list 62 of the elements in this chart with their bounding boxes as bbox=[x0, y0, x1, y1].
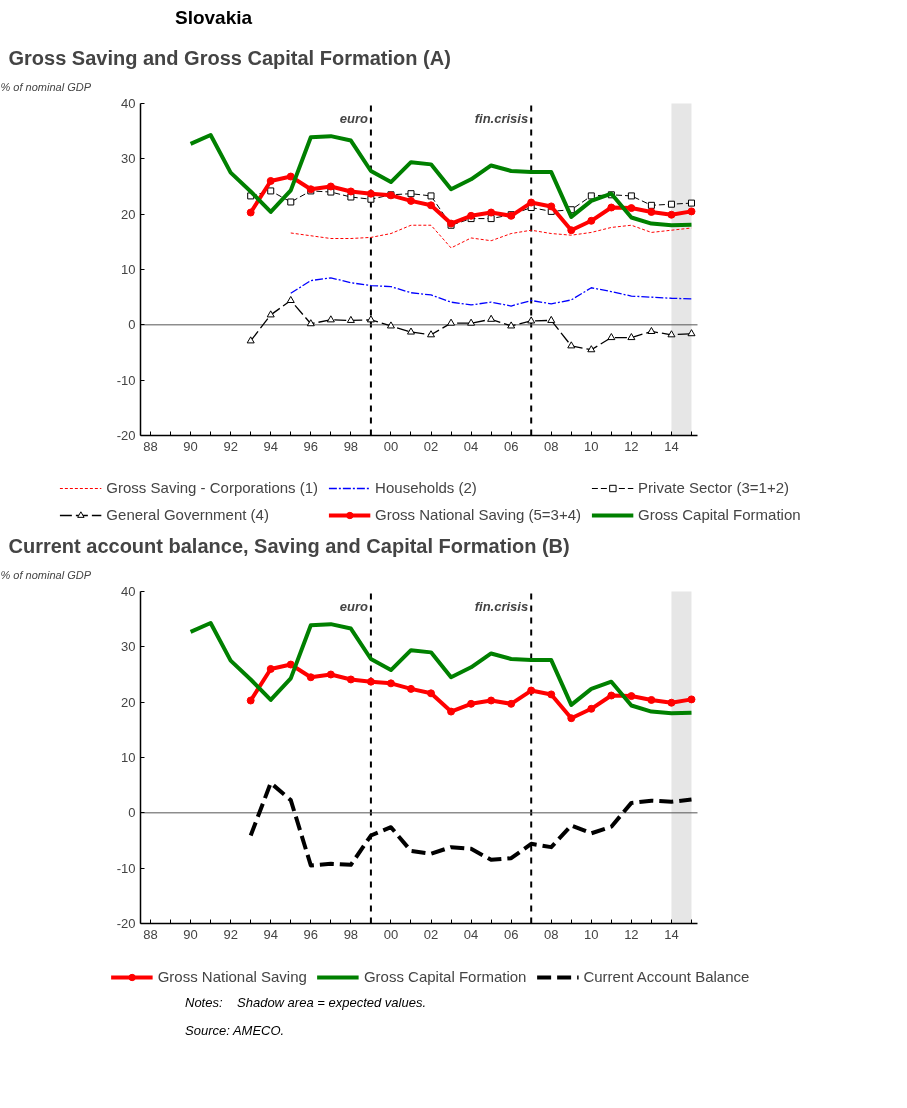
legend-label: Gross Capital Formation bbox=[638, 506, 801, 523]
x-tick-label: 12 bbox=[624, 438, 639, 454]
y-axis-title: % of nominal GDP bbox=[0, 80, 92, 93]
x-tick-label: 00 bbox=[383, 926, 399, 942]
x-tick-label: 94 bbox=[263, 926, 278, 942]
x-tick-label: 04 bbox=[463, 438, 479, 454]
y-tick-label: -20 bbox=[116, 428, 136, 443]
x-tick-label: 98 bbox=[343, 926, 359, 942]
source-note: Source: AMECO. bbox=[185, 1022, 285, 1040]
x-tick-label: 14 bbox=[664, 926, 679, 942]
x-tick-label: 02 bbox=[423, 438, 439, 454]
y-tick-label: 0 bbox=[128, 805, 136, 821]
y-tick-label: 20 bbox=[121, 694, 136, 710]
y-tick-label: 30 bbox=[121, 151, 136, 167]
chart-title: Current account balance, Saving and Capital Formation (B) bbox=[8, 534, 570, 557]
x-tick-label: 90 bbox=[183, 926, 198, 942]
x-tick-label: 02 bbox=[423, 926, 439, 942]
x-tick-label: 14 bbox=[664, 438, 679, 454]
ref-line-label: euro bbox=[339, 110, 368, 126]
chart-title: Slovakia bbox=[175, 6, 253, 30]
y-tick-label: -10 bbox=[116, 860, 136, 876]
x-tick-label: 04 bbox=[463, 926, 479, 942]
x-tick-label: 12 bbox=[624, 926, 639, 942]
y-tick-label: -10 bbox=[116, 372, 136, 388]
x-tick-label: 08 bbox=[544, 438, 559, 454]
x-tick-label: 92 bbox=[223, 438, 238, 454]
x-tick-label: 88 bbox=[143, 926, 158, 942]
x-tick-label: 06 bbox=[503, 438, 519, 454]
x-tick-label: 08 bbox=[544, 926, 559, 942]
y-tick-label: 0 bbox=[128, 317, 136, 333]
x-tick-label: 88 bbox=[143, 438, 158, 454]
ref-line-label: fin.crisis bbox=[474, 598, 529, 614]
y-tick-label: 10 bbox=[121, 262, 136, 277]
text: Notes: Shadow area = expected values. bbox=[185, 994, 427, 1012]
legend-label: Gross Capital Formation bbox=[363, 968, 527, 985]
x-tick-label: 10 bbox=[584, 926, 599, 942]
y-tick-label: 40 bbox=[121, 96, 136, 111]
legend-label: Private Sector (3=1+2) bbox=[638, 479, 789, 496]
legend-label: Gross National Saving (5=3+4) bbox=[375, 506, 582, 523]
y-tick-label: 20 bbox=[121, 206, 136, 222]
x-tick-label: 06 bbox=[503, 926, 519, 942]
y-tick-label: 10 bbox=[121, 750, 136, 765]
chart-subtitle: Gross Saving and Gross Capital Formation (A) bbox=[8, 46, 451, 69]
x-tick-label: 10 bbox=[584, 438, 599, 454]
y-axis-title: % of nominal GDP bbox=[0, 568, 92, 581]
y-tick-label: 30 bbox=[121, 639, 136, 655]
legend-label: Households (2) bbox=[375, 479, 477, 496]
ref-line-label: fin.crisis bbox=[474, 110, 529, 126]
x-tick-label: 96 bbox=[303, 926, 319, 942]
x-tick-label: 98 bbox=[343, 438, 359, 454]
legend-label: General Government (4) bbox=[106, 506, 269, 523]
legend-label: Gross National Saving bbox=[157, 968, 307, 985]
x-tick-label: 90 bbox=[183, 438, 198, 454]
y-tick-label: -20 bbox=[116, 916, 136, 931]
y-tick-label: 40 bbox=[121, 584, 136, 599]
x-tick-label: 92 bbox=[223, 926, 238, 942]
legend-label: Current Account Balance bbox=[583, 968, 750, 985]
x-tick-label: 94 bbox=[263, 438, 278, 454]
x-tick-label: 96 bbox=[303, 438, 319, 454]
legend-label: Gross Saving - Corporations (1) bbox=[106, 479, 319, 496]
x-tick-label: 00 bbox=[383, 438, 399, 454]
ref-line-label: euro bbox=[339, 598, 368, 614]
